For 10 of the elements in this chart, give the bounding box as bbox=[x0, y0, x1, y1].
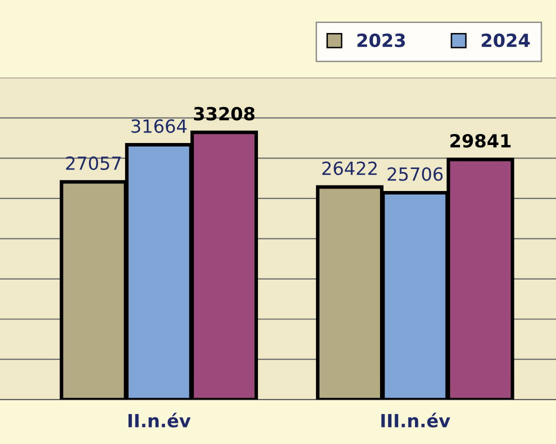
data-label: 29841 bbox=[450, 134, 511, 148]
data-label: 31664 bbox=[132, 119, 187, 133]
data-label: 27057 bbox=[66, 156, 121, 170]
x-tick-label: II.n.év bbox=[128, 412, 191, 428]
data-label: 33208 bbox=[194, 106, 254, 121]
x-tick-label: III.n.év bbox=[381, 412, 450, 428]
data-label: 26422 bbox=[322, 161, 377, 176]
legend-label: 2024 bbox=[482, 34, 530, 48]
data-label: 25706 bbox=[388, 167, 443, 181]
legend-label: 2023 bbox=[357, 34, 405, 48]
